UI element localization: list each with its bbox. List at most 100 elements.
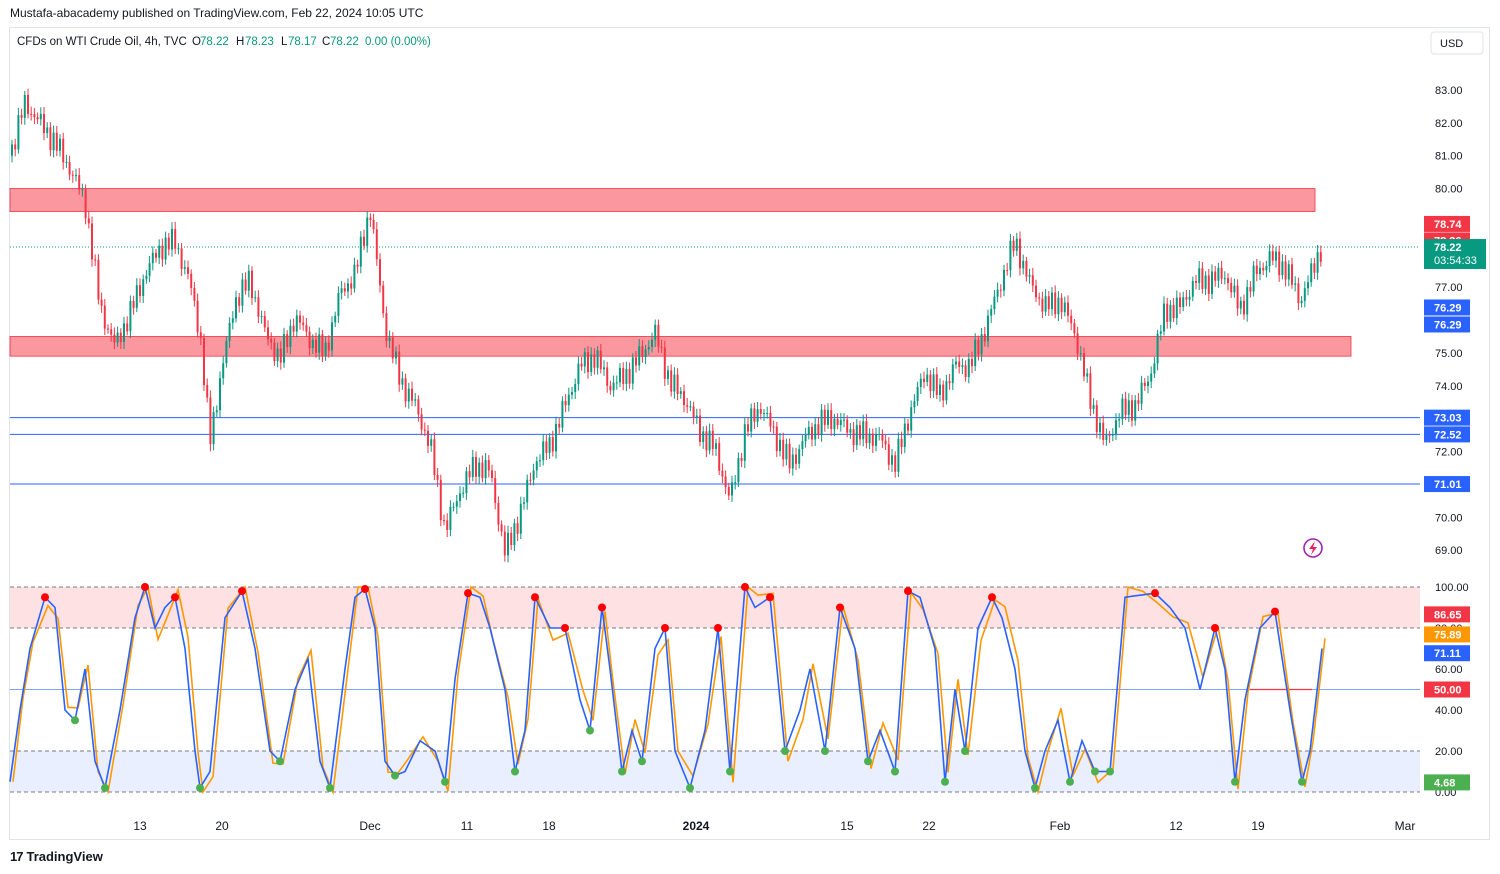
candle-body	[1006, 269, 1009, 271]
candle-body	[551, 437, 554, 452]
price-pane[interactable]: 83.0082.0081.0080.0079.0078.0077.0076.00…	[9, 85, 1486, 563]
legend-o-label: O	[192, 36, 201, 48]
candle-body	[1047, 296, 1050, 310]
candle-body	[964, 365, 967, 378]
time-tick: Mar	[1395, 819, 1416, 833]
candle-body	[27, 94, 29, 114]
candle-body	[375, 229, 378, 260]
candle-body	[43, 114, 45, 134]
candle-body	[401, 378, 404, 385]
candle-body	[548, 437, 551, 453]
price-label-blue: 71.01	[1424, 476, 1470, 493]
candle-body	[462, 492, 465, 494]
stochastic-pane[interactable]: 100.0080.0060.0040.0020.000.0086.6575.89…	[9, 582, 1470, 799]
candle-body	[295, 315, 298, 332]
candle-body	[663, 347, 666, 379]
candle-body	[1207, 275, 1210, 294]
candle-body	[68, 162, 71, 175]
candle-body	[1015, 238, 1018, 251]
candle-body	[507, 532, 509, 556]
candle-body	[145, 275, 148, 280]
stoch-tick: 60.00	[1435, 664, 1463, 676]
stoch-sell-dot	[904, 587, 912, 596]
currency-button[interactable]: USD	[1430, 31, 1484, 55]
time-axis[interactable]: 13 20 Dec 11 18 2024 15 22 Feb 12 19 Mar	[133, 819, 1415, 833]
candle-body	[1070, 315, 1073, 324]
legend-l-label: L	[281, 36, 288, 48]
candle-body	[305, 325, 308, 332]
candle-body	[1156, 333, 1159, 364]
candle-body	[974, 339, 977, 367]
stoch-label-red-text: 50.00	[1434, 685, 1462, 697]
stoch-buy-dot	[941, 777, 949, 786]
candle-body	[1073, 323, 1076, 334]
resistance-zone-2	[9, 336, 1352, 357]
candle-body	[190, 273, 193, 288]
candle-body	[1137, 400, 1140, 404]
candle-body	[283, 334, 285, 363]
candle-body	[372, 220, 375, 230]
candle-body	[1188, 296, 1191, 300]
candle-body	[561, 401, 564, 428]
price-tick: 81.00	[1435, 151, 1463, 163]
candle-body	[100, 299, 103, 306]
candle-body	[270, 339, 273, 343]
candle-body	[891, 455, 893, 465]
overbought-band	[10, 587, 1420, 628]
candle-body	[731, 482, 733, 496]
price-label-blue: 76.29	[1424, 299, 1470, 316]
stoch-sell-dot	[171, 593, 179, 602]
stoch-buy-dot	[618, 767, 626, 776]
candle-body	[119, 332, 122, 343]
candle-body	[1284, 261, 1287, 280]
candle-body	[174, 228, 177, 249]
candle-body	[1089, 373, 1092, 409]
candle-body	[983, 334, 986, 342]
candle-body	[1140, 382, 1143, 404]
candle-body	[1175, 297, 1178, 319]
candle-body	[356, 264, 359, 267]
candle-body	[782, 439, 785, 460]
candle-body	[852, 429, 855, 446]
candle-body	[430, 439, 433, 446]
candle-body	[689, 406, 692, 408]
candle-body	[494, 477, 497, 503]
stoch-buy-dot	[391, 771, 399, 780]
price-label-red-text: 78.74	[1434, 219, 1462, 231]
candle-body	[30, 113, 33, 115]
candle-body	[251, 270, 253, 298]
candle-body	[958, 361, 961, 367]
candles	[11, 88, 1322, 563]
candle-body	[715, 443, 717, 449]
candle-body	[1044, 296, 1047, 312]
candle-body	[1211, 271, 1213, 294]
candle-body	[1118, 419, 1121, 421]
candle-body	[619, 367, 621, 383]
candle-body	[350, 283, 353, 289]
candle-body	[961, 365, 964, 367]
price-tick: 70.00	[1435, 512, 1463, 524]
candle-body	[833, 418, 836, 430]
candle-body	[724, 476, 727, 488]
stoch-buy-dot	[1106, 767, 1114, 776]
candle-body	[183, 267, 186, 269]
candle-body	[1294, 283, 1297, 285]
candle-body	[1291, 264, 1293, 285]
candle-body	[1195, 281, 1197, 283]
candle-body	[318, 334, 321, 353]
lightning-icon[interactable]	[1303, 538, 1323, 558]
candle-body	[1003, 269, 1005, 291]
price-label-blue-text: 76.29	[1434, 319, 1462, 331]
candle-body	[574, 384, 577, 392]
candle-body	[580, 363, 583, 367]
candle-body	[945, 381, 948, 401]
candle-body	[817, 424, 820, 435]
candle-body	[1131, 400, 1133, 421]
candle-body	[916, 386, 919, 402]
candle-body	[702, 431, 705, 443]
candle-body	[1153, 363, 1156, 374]
candle-body	[523, 502, 525, 504]
publisher-header: Mustafa-abacademy published on TradingVi…	[10, 6, 424, 20]
